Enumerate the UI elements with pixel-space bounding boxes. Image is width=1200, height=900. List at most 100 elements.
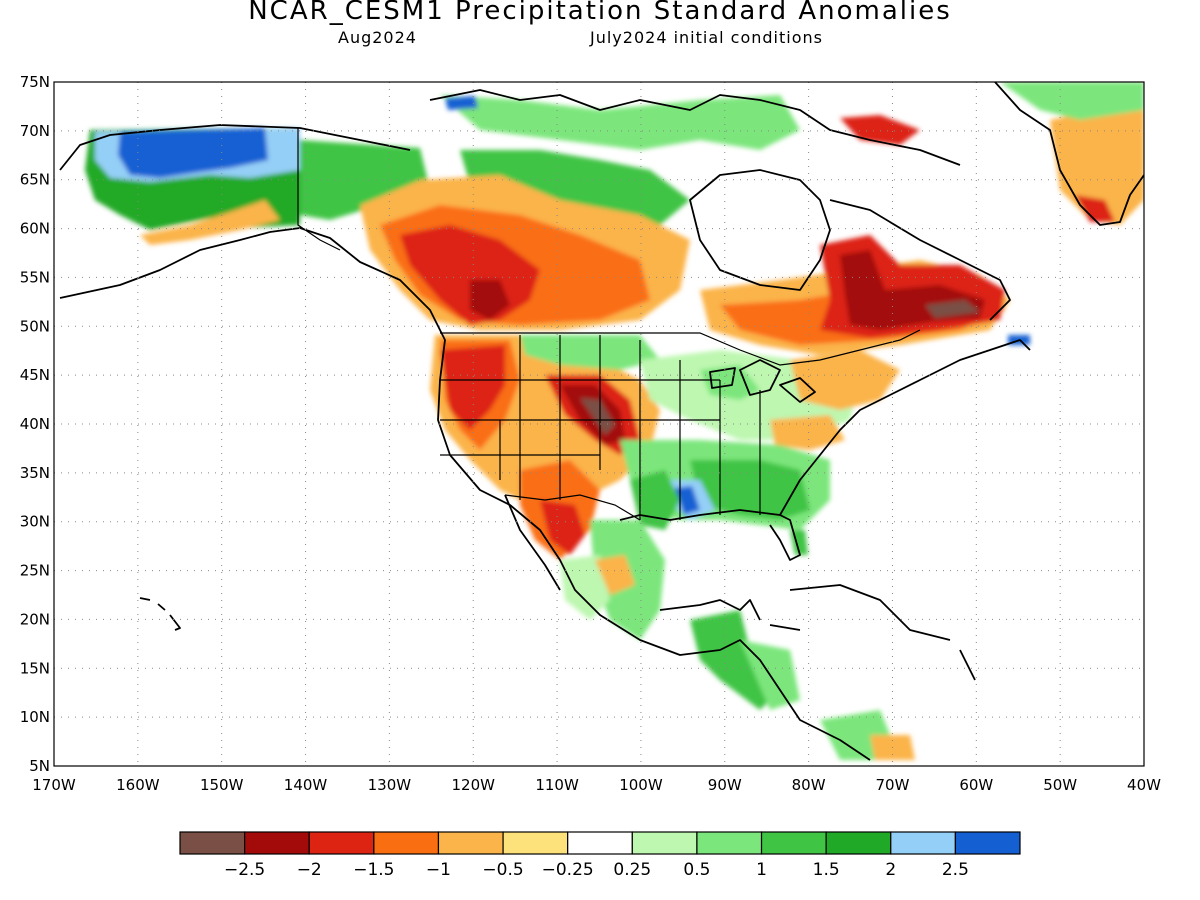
lat-tick-label: 60N (20, 220, 50, 238)
northeast-dry (790, 350, 900, 410)
quebec-peak-dry (925, 300, 980, 318)
lon-tick-label: 110W (535, 776, 579, 794)
central-america-wet (690, 610, 780, 710)
arctic-wet-region (460, 150, 690, 225)
us-canada-border (440, 329, 921, 366)
great-lakes-wet-region (700, 365, 760, 400)
us-central-peak-dry (580, 398, 615, 435)
colorbar-label: 0.25 (613, 860, 651, 880)
canada-west-extreme-dry (470, 280, 510, 320)
lat-tick-label: 10N (20, 708, 50, 726)
plains-wet-region (520, 335, 660, 370)
colorbar-swatch (437, 831, 504, 855)
yukon-wet-region (300, 140, 430, 220)
mexico-south-dry (595, 555, 635, 595)
colorbar-swatch (179, 831, 246, 855)
greenland-coast (994, 82, 1144, 226)
north-quebec-dry (840, 115, 920, 145)
east-coast (779, 339, 1031, 516)
lon-tick-label: 130W (368, 776, 412, 794)
valid-month-label: Aug2024 (338, 28, 417, 47)
colorbar-label: 2 (885, 860, 896, 880)
lat-tick-label: 65N (20, 171, 50, 189)
us-west-very-dry-region (440, 345, 505, 430)
lat-tick-label: 15N (20, 659, 50, 677)
colorbar-label: −1 (426, 860, 451, 880)
greenland-south-dry (1075, 195, 1115, 222)
arctic-islands (429, 89, 961, 166)
lon-tick-label: 80W (792, 776, 826, 794)
lat-tick-label: 5N (29, 757, 50, 775)
map-title: NCAR_CESM1 Precipitation Standard Anomal… (248, 0, 952, 26)
arctic-isle-wet (445, 96, 478, 110)
us-mexico-border (504, 494, 641, 521)
baja-coast (504, 494, 561, 591)
lon-tick-label: 60W (959, 776, 993, 794)
lat-tick-label: 20N (20, 610, 50, 628)
lat-tick-label: 70N (20, 122, 50, 140)
mid-atlantic-dry (770, 415, 845, 450)
hudson-bay-coast (689, 169, 831, 291)
lon-tick-label: 70W (876, 776, 910, 794)
caribbean-islands (769, 584, 976, 681)
colorbar-label: −2.5 (224, 860, 265, 880)
init-conditions-label: July2024 initial conditions (590, 28, 823, 47)
arctic-wet-region (440, 95, 800, 150)
alaska-very-wet-region (118, 128, 268, 178)
political-borders (297, 128, 921, 521)
colorbar-label: −2 (297, 860, 322, 880)
colorbar-swatch (760, 831, 827, 855)
colorbar-label: 2.5 (942, 860, 969, 880)
yucatan-coast (659, 599, 761, 621)
lon-tick-label: 160W (116, 776, 160, 794)
lat-tick-label: 75N (20, 73, 50, 91)
colorbar-swatch (502, 831, 569, 855)
alaska-canada-border (297, 128, 341, 251)
longitude-axis: 170W 160W 150W 140W 130W 120W 110W 100W 90W 80W 70… (32, 776, 1161, 794)
colorbar-swatch (954, 831, 1021, 855)
colorbar-swatch (308, 831, 375, 855)
mexico-north-very-dry (540, 500, 585, 555)
lat-tick-label: 50N (20, 317, 50, 335)
lat-tick-label: 35N (20, 464, 50, 482)
colorbar-swatch (567, 831, 633, 855)
alaska-north-coast (59, 124, 411, 171)
mexico-wet-region (560, 555, 610, 620)
gulf-coast-very-wet (675, 486, 700, 515)
colorbar-swatch (696, 831, 763, 855)
colorbar-label: 1.5 (813, 860, 840, 880)
lat-tick-label: 45N (20, 366, 50, 384)
colorbar-swatch (244, 831, 310, 855)
colorbar-label: 0.5 (683, 860, 710, 880)
lat-tick-label: 55N (20, 268, 50, 286)
lat-tick-label: 40N (20, 415, 50, 433)
greenland-wet-region (1000, 82, 1144, 120)
colorbar-label: −1.5 (353, 860, 394, 880)
lon-tick-label: 170W (32, 776, 76, 794)
labrador-coast (829, 199, 1011, 321)
lon-tick-label: 100W (619, 776, 663, 794)
anomaly-field (85, 82, 1144, 760)
lat-tick-label: 25N (20, 562, 50, 580)
colorbar-label: 1 (756, 860, 767, 880)
lat-tick-label: 30N (20, 513, 50, 531)
colorbar-swatch (631, 831, 698, 855)
lon-tick-label: 40W (1127, 776, 1161, 794)
alaska-south-dry (140, 200, 280, 245)
colorbar-swatch (890, 831, 956, 855)
colorbar-label: −0.5 (482, 860, 523, 880)
lon-tick-label: 150W (200, 776, 244, 794)
lon-tick-label: 90W (708, 776, 742, 794)
us-state-lines (440, 335, 761, 520)
map-frame (53, 81, 1145, 767)
latitude-axis: 75N 70N 65N 60N 55N 50N 45N 40N 35N 30N 25N 20N 15N 1… (20, 73, 50, 775)
colorbar-swatch (825, 831, 892, 855)
lon-tick-label: 120W (451, 776, 495, 794)
great-lakes (709, 359, 816, 403)
colorbar-swatch (373, 831, 440, 855)
lon-tick-label: 140W (284, 776, 328, 794)
lon-tick-label: 50W (1043, 776, 1077, 794)
colorbar: −2.5 −2 −1.5 −1 −0.5 −0.25 0.25 0.5 1 1.5 2 2.5 (179, 831, 1021, 880)
colorbar-label: −0.25 (542, 860, 594, 880)
